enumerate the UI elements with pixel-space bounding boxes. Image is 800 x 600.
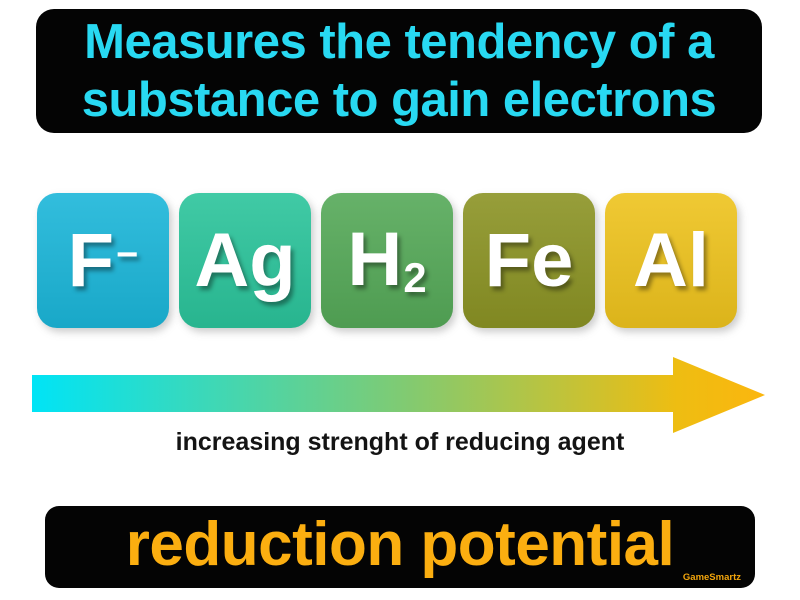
arrow-shape (32, 357, 765, 433)
term-label: reduction potential (125, 510, 675, 579)
element-tile-iron: Fe (463, 193, 595, 328)
element-tile-aluminium: Al (605, 193, 737, 328)
element-tile-hydrogen: H2 (321, 193, 453, 328)
element-symbol-hydrogen: H2 (347, 216, 427, 302)
watermark: GameSmartz (682, 572, 741, 583)
element-symbol-aluminium: Al (633, 217, 709, 303)
element-symbol-fluoride: F− (67, 217, 139, 303)
element-symbol-silver: Ag (194, 217, 296, 303)
element-tile-fluoride: F− (37, 193, 169, 328)
definition-box: Measures the tendency of a substance to … (36, 9, 762, 133)
element-symbol-iron: Fe (484, 217, 574, 303)
gradient-arrow (28, 350, 768, 440)
element-tile-silver: Ag (179, 193, 311, 328)
element-tile-row: F− Ag H2 Fe Al (37, 193, 737, 328)
definition-line-2: substance to gain electrons (81, 73, 717, 127)
definition-line-1: Measures the tendency of a (84, 15, 714, 69)
term-box: reduction potential GameSmartz (45, 506, 755, 588)
arrow-caption: increasing strenght of reducing agent (175, 428, 625, 456)
